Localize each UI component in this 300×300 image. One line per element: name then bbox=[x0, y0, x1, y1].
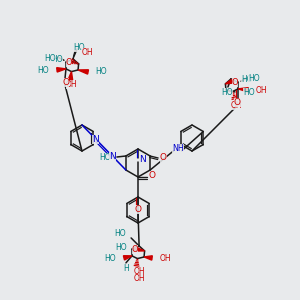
Text: OH: OH bbox=[160, 254, 172, 263]
Polygon shape bbox=[123, 256, 132, 260]
Text: HO: HO bbox=[243, 88, 255, 98]
Text: HO: HO bbox=[73, 44, 85, 52]
Text: HO: HO bbox=[242, 75, 253, 84]
Text: OH: OH bbox=[231, 101, 242, 110]
Text: O: O bbox=[62, 78, 70, 87]
Text: O: O bbox=[66, 58, 72, 67]
Text: OH: OH bbox=[134, 274, 145, 283]
Text: HO: HO bbox=[221, 88, 233, 98]
Text: HO: HO bbox=[104, 254, 116, 263]
Polygon shape bbox=[68, 72, 73, 80]
Text: O: O bbox=[134, 205, 142, 214]
Polygon shape bbox=[78, 70, 88, 74]
Polygon shape bbox=[134, 247, 145, 251]
Text: HO: HO bbox=[115, 230, 126, 238]
Text: HO: HO bbox=[115, 243, 127, 252]
Text: OH: OH bbox=[81, 48, 93, 57]
Text: N: N bbox=[109, 152, 116, 161]
Polygon shape bbox=[225, 79, 234, 84]
Text: HO: HO bbox=[99, 152, 111, 161]
Text: OH: OH bbox=[134, 267, 145, 276]
Text: O: O bbox=[160, 154, 167, 163]
Text: HO: HO bbox=[51, 56, 63, 64]
Text: OH: OH bbox=[66, 80, 77, 89]
Text: HO: HO bbox=[37, 66, 49, 75]
Polygon shape bbox=[57, 68, 66, 72]
Text: H: H bbox=[123, 264, 129, 273]
Text: O: O bbox=[232, 78, 238, 87]
Polygon shape bbox=[144, 256, 152, 260]
Text: HO: HO bbox=[44, 54, 56, 63]
Text: OH: OH bbox=[256, 86, 268, 95]
Text: O: O bbox=[148, 172, 155, 181]
Polygon shape bbox=[238, 88, 248, 92]
Text: N: N bbox=[92, 135, 99, 144]
Text: NH: NH bbox=[172, 144, 184, 153]
Text: HO: HO bbox=[95, 68, 107, 76]
Text: HO: HO bbox=[248, 74, 260, 83]
Text: N: N bbox=[140, 155, 146, 164]
Text: O: O bbox=[132, 245, 138, 254]
Text: O: O bbox=[234, 98, 241, 107]
